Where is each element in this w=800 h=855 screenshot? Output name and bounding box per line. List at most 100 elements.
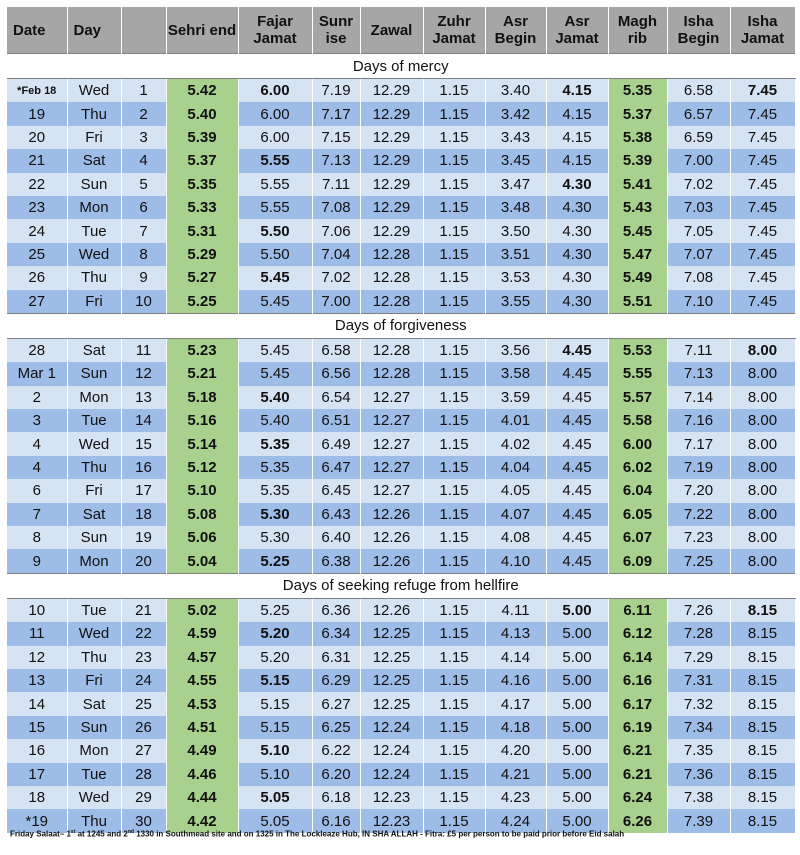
cell-asr-jamat: 4.30 — [546, 266, 609, 290]
cell-isha-jamat: 8.15 — [730, 645, 796, 669]
cell-zawal: 12.24 — [360, 739, 424, 763]
cell-day-number: 8 — [121, 242, 167, 267]
cell-date: *19 — [7, 809, 68, 833]
cell-day: Thu — [67, 266, 122, 290]
cell-sehri-end: 5.21 — [166, 362, 239, 386]
cell-sehri-end: 5.27 — [166, 266, 239, 290]
cell-isha-jamat: 7.45 — [730, 172, 796, 196]
cell-zawal: 12.27 — [360, 385, 424, 410]
cell-isha-begin: 7.31 — [667, 668, 731, 693]
cell-day: Thu — [67, 645, 122, 669]
cell-day: Tue — [67, 219, 122, 243]
cell-fajar-jamat: 5.35 — [238, 432, 313, 456]
cell-isha-jamat: 7.45 — [730, 102, 796, 126]
cell-isha-begin: 7.03 — [667, 195, 731, 220]
cell-zuhr-jamat: 1.15 — [423, 455, 486, 480]
table-row: Mar 1 Sun 12 5.21 5.45 6.56 12.28 1.15 3.58 4.45 5… — [7, 362, 796, 386]
cell-asr-begin: 3.48 — [485, 195, 547, 220]
cell-asr-jamat: 4.45 — [546, 502, 609, 527]
cell-fajar-jamat: 6.00 — [238, 78, 313, 103]
cell-isha-begin: 7.35 — [667, 739, 731, 763]
cell-sehri-end: 5.37 — [166, 149, 239, 173]
cell-isha-begin: 7.05 — [667, 219, 731, 243]
cell-sunrise: 6.43 — [312, 502, 361, 527]
cell-date: 15 — [7, 715, 68, 740]
cell-day-number: 20 — [121, 549, 167, 574]
cell-date: 4 — [7, 432, 68, 456]
cell-sunrise: 6.40 — [312, 526, 361, 550]
cell-zuhr-jamat: 1.15 — [423, 242, 486, 267]
cell-day-number: 5 — [121, 172, 167, 196]
cell-isha-jamat: 8.15 — [730, 622, 796, 646]
cell-day: Sun — [67, 715, 122, 740]
header-isha-begin: Isha Begin — [667, 7, 731, 54]
cell-isha-jamat: 7.45 — [730, 289, 796, 314]
cell-maghrib: 5.47 — [608, 242, 668, 267]
cell-isha-begin: 6.58 — [667, 78, 731, 103]
cell-asr-jamat: 4.45 — [546, 455, 609, 480]
cell-zawal: 12.27 — [360, 479, 424, 503]
cell-sunrise: 7.02 — [312, 266, 361, 290]
cell-sehri-end: 5.12 — [166, 455, 239, 480]
cell-date: 21 — [7, 149, 68, 173]
cell-asr-begin: 3.53 — [485, 266, 547, 290]
cell-zuhr-jamat: 1.15 — [423, 338, 486, 363]
table-row: 7 Sat 18 5.08 5.30 6.43 12.26 1.15 4.07 4.45 6.05 7… — [7, 502, 796, 527]
cell-isha-begin: 7.00 — [667, 149, 731, 173]
cell-sunrise: 6.51 — [312, 409, 361, 433]
cell-day: Sun — [67, 362, 122, 386]
timetable-container: Date Day Sehri end Fajar Jamat Sunr ise Zawal… — [7, 7, 796, 833]
cell-zuhr-jamat: 1.15 — [423, 219, 486, 243]
cell-isha-begin: 7.32 — [667, 692, 731, 716]
cell-asr-begin: 4.02 — [485, 432, 547, 456]
cell-day: Fri — [67, 479, 122, 503]
cell-fajar-jamat: 5.35 — [238, 479, 313, 503]
cell-day: Wed — [67, 785, 122, 810]
cell-day: Fri — [67, 668, 122, 693]
cell-fajar-jamat: 5.20 — [238, 645, 313, 669]
cell-day: Sat — [67, 149, 122, 173]
cell-sunrise: 7.17 — [312, 102, 361, 126]
cell-zawal: 12.29 — [360, 78, 424, 103]
cell-date: 9 — [7, 549, 68, 574]
cell-isha-begin: 7.38 — [667, 785, 731, 810]
cell-zuhr-jamat: 1.15 — [423, 809, 486, 833]
cell-sunrise: 7.15 — [312, 125, 361, 150]
cell-sehri-end: 5.04 — [166, 549, 239, 574]
cell-day-number: 16 — [121, 455, 167, 480]
cell-asr-jamat: 4.30 — [546, 219, 609, 243]
cell-isha-jamat: 7.45 — [730, 195, 796, 220]
cell-isha-begin: 7.02 — [667, 172, 731, 196]
cell-fajar-jamat: 5.45 — [238, 362, 313, 386]
header-isha-jamat: Isha Jamat — [730, 7, 796, 54]
cell-isha-begin: 7.11 — [667, 338, 731, 363]
header-zuhr-jamat: Zuhr Jamat — [423, 7, 486, 54]
cell-isha-begin: 7.29 — [667, 645, 731, 669]
cell-zuhr-jamat: 1.15 — [423, 502, 486, 527]
cell-asr-jamat: 4.15 — [546, 149, 609, 173]
cell-sunrise: 7.08 — [312, 195, 361, 220]
cell-maghrib: 6.09 — [608, 549, 668, 574]
cell-asr-begin: 4.14 — [485, 645, 547, 669]
cell-maghrib: 5.58 — [608, 409, 668, 433]
cell-sunrise: 7.06 — [312, 219, 361, 243]
cell-date: 3 — [7, 409, 68, 433]
cell-asr-begin: 3.43 — [485, 125, 547, 150]
cell-day-number: 12 — [121, 362, 167, 386]
cell-asr-begin: 4.04 — [485, 455, 547, 480]
table-row: 15 Sun 26 4.51 5.15 6.25 12.24 1.15 4.18 5.00 6.19… — [7, 715, 796, 740]
cell-sehri-end: 5.33 — [166, 195, 239, 220]
cell-isha-jamat: 8.15 — [730, 739, 796, 763]
cell-day: Mon — [67, 195, 122, 220]
cell-asr-jamat: 4.15 — [546, 102, 609, 126]
cell-day: Thu — [67, 809, 122, 833]
cell-asr-begin: 3.42 — [485, 102, 547, 126]
cell-maghrib: 5.51 — [608, 289, 668, 314]
section-header: Days of seeking refuge from hellfire — [7, 572, 796, 599]
cell-maghrib: 5.45 — [608, 219, 668, 243]
cell-zawal: 12.23 — [360, 785, 424, 810]
cell-isha-jamat: 8.15 — [730, 692, 796, 716]
cell-day-number: 29 — [121, 785, 167, 810]
cell-date: 12 — [7, 645, 68, 669]
cell-sunrise: 6.31 — [312, 645, 361, 669]
